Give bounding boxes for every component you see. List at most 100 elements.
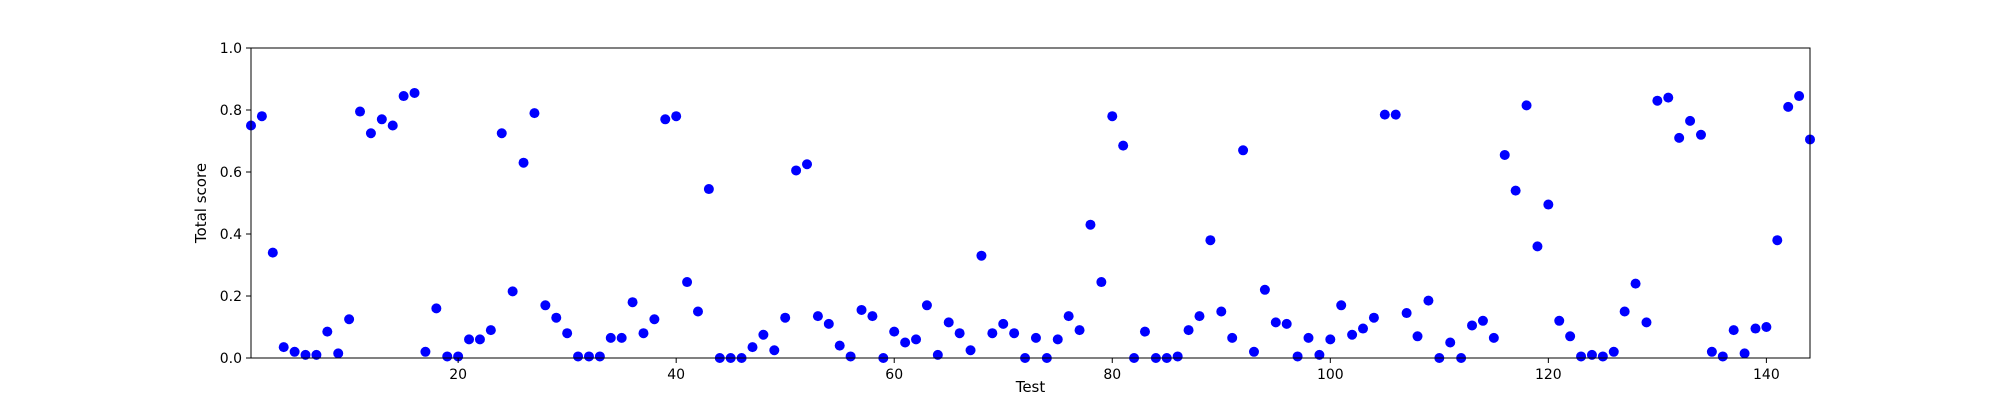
data-point bbox=[605, 332, 616, 343]
data-point bbox=[1347, 329, 1358, 340]
data-point bbox=[747, 342, 758, 353]
y-axis-ticks: 0.0 0.2 0.4 0.6 0.8 1.0 bbox=[220, 41, 251, 367]
data-point bbox=[464, 334, 475, 345]
data-point bbox=[834, 340, 845, 351]
x-tick-label: 80 bbox=[1103, 367, 1121, 383]
data-point bbox=[1401, 308, 1412, 319]
data-point bbox=[1139, 326, 1150, 337]
data-point bbox=[442, 351, 453, 362]
data-point bbox=[1652, 95, 1663, 106]
data-point bbox=[616, 332, 627, 343]
data-point bbox=[453, 351, 464, 362]
data-point bbox=[1379, 109, 1390, 120]
x-axis-label: Test bbox=[1015, 378, 1046, 396]
data-point bbox=[1739, 348, 1750, 359]
data-point bbox=[1030, 332, 1041, 343]
data-point bbox=[1706, 346, 1717, 357]
data-point bbox=[1172, 351, 1183, 362]
data-point bbox=[1445, 337, 1456, 348]
data-point bbox=[1314, 349, 1325, 360]
data-point bbox=[1510, 185, 1521, 196]
data-point bbox=[911, 334, 922, 345]
data-point bbox=[267, 247, 278, 258]
data-point bbox=[398, 91, 409, 102]
data-point bbox=[1303, 332, 1314, 343]
data-point bbox=[932, 349, 943, 360]
data-point bbox=[856, 304, 867, 315]
data-point bbox=[573, 351, 584, 362]
data-point bbox=[1663, 92, 1674, 103]
data-point bbox=[954, 328, 965, 339]
data-point bbox=[431, 303, 442, 314]
x-tick-label: 40 bbox=[667, 367, 685, 383]
data-point bbox=[660, 114, 671, 125]
x-tick-label: 60 bbox=[885, 367, 903, 383]
data-point bbox=[485, 325, 496, 336]
plot-area-frame bbox=[250, 47, 1811, 359]
data-point bbox=[1543, 199, 1554, 210]
data-point bbox=[1074, 325, 1085, 336]
data-point bbox=[1096, 277, 1107, 288]
data-point bbox=[1118, 140, 1129, 151]
data-point bbox=[1554, 315, 1565, 326]
data-point bbox=[474, 334, 485, 345]
data-point bbox=[1412, 331, 1423, 342]
data-point bbox=[1728, 325, 1739, 336]
data-point bbox=[1085, 219, 1096, 230]
y-tick-label: 0.6 bbox=[220, 165, 242, 181]
data-point bbox=[1390, 109, 1401, 120]
data-point bbox=[769, 345, 780, 356]
data-point bbox=[1205, 235, 1216, 246]
data-point bbox=[1717, 351, 1728, 362]
data-point bbox=[420, 346, 431, 357]
data-point bbox=[1358, 323, 1369, 334]
data-point bbox=[1619, 306, 1630, 317]
x-tick-label: 20 bbox=[449, 367, 467, 383]
data-point bbox=[496, 128, 507, 139]
data-point bbox=[1608, 346, 1619, 357]
data-point bbox=[278, 342, 289, 353]
data-point bbox=[1325, 334, 1336, 345]
data-point bbox=[987, 328, 998, 339]
x-tick-label: 140 bbox=[1753, 367, 1780, 383]
data-point bbox=[1238, 145, 1249, 156]
data-point bbox=[1532, 241, 1543, 252]
x-tick-label: 100 bbox=[1317, 367, 1344, 383]
data-point bbox=[802, 159, 813, 170]
data-point bbox=[1259, 284, 1270, 295]
data-point bbox=[540, 300, 551, 311]
data-point bbox=[1107, 111, 1118, 122]
y-tick-label: 0.0 bbox=[220, 351, 242, 367]
data-point bbox=[1750, 323, 1761, 334]
data-point bbox=[976, 250, 987, 261]
data-point bbox=[289, 346, 300, 357]
data-point bbox=[1281, 318, 1292, 329]
data-point bbox=[1772, 235, 1783, 246]
data-point bbox=[649, 314, 660, 325]
data-point bbox=[1292, 351, 1303, 362]
data-point bbox=[638, 328, 649, 339]
data-point bbox=[1052, 334, 1063, 345]
data-point bbox=[1488, 332, 1499, 343]
data-point bbox=[409, 87, 420, 98]
data-point bbox=[322, 326, 333, 337]
data-point bbox=[387, 120, 398, 131]
data-point bbox=[518, 157, 529, 168]
data-point bbox=[627, 297, 638, 308]
y-tick-label: 0.8 bbox=[220, 103, 242, 119]
data-point bbox=[365, 128, 376, 139]
data-point bbox=[1576, 351, 1587, 362]
data-point bbox=[703, 184, 714, 195]
data-point bbox=[812, 311, 823, 322]
data-point bbox=[344, 314, 355, 325]
data-point bbox=[998, 318, 1009, 329]
data-point bbox=[900, 337, 911, 348]
data-point bbox=[1467, 320, 1478, 331]
y-axis-label: Total score bbox=[192, 163, 210, 244]
data-point bbox=[1227, 332, 1238, 343]
data-point bbox=[791, 165, 802, 176]
data-points bbox=[246, 87, 1815, 363]
data-point bbox=[1248, 346, 1259, 357]
data-point bbox=[1674, 132, 1685, 143]
data-point bbox=[256, 111, 267, 122]
